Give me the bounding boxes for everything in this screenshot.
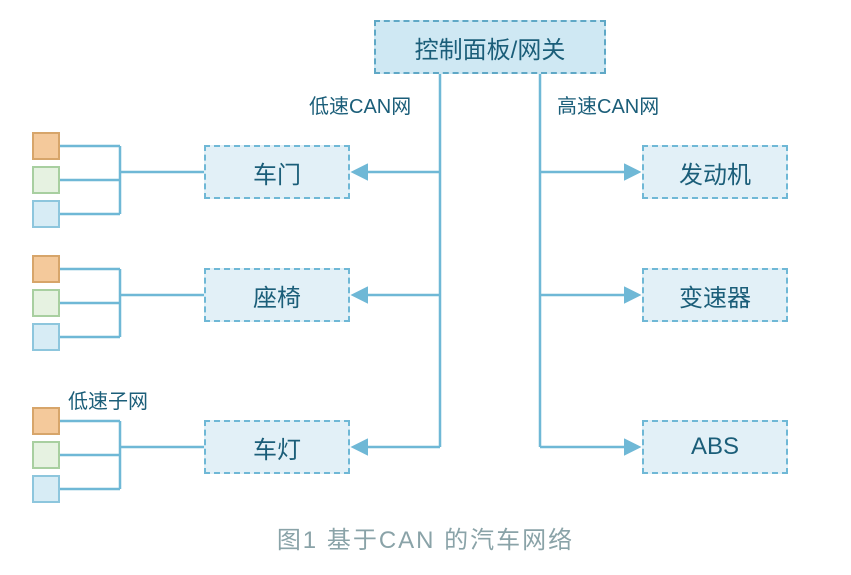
label-low_speed_can: 低速CAN网 (309, 90, 411, 119)
subnet-square-1-orange (32, 255, 60, 283)
subnet-square-2-green (32, 441, 60, 469)
label-high_speed_can: 高速CAN网 (557, 90, 659, 119)
node-lamp: 车灯 (204, 420, 350, 474)
subnet-square-0-green (32, 166, 60, 194)
node-door-label: 车门 (253, 155, 301, 190)
subnet-square-1-green (32, 289, 60, 317)
subnet-square-1-blue (32, 323, 60, 351)
node-gearbox-label: 变速器 (679, 278, 751, 313)
node-gearbox: 变速器 (642, 268, 788, 322)
label-low_speed_subnet: 低速子网 (68, 385, 148, 414)
figure-caption: 图1 基于CAN 的汽车网络 (0, 520, 851, 555)
node-gateway: 控制面板/网关 (374, 20, 606, 74)
node-door: 车门 (204, 145, 350, 199)
node-seat: 座椅 (204, 268, 350, 322)
subnet-square-0-blue (32, 200, 60, 228)
node-abs-label: ABS (691, 433, 739, 461)
node-engine-label: 发动机 (679, 155, 751, 190)
subnet-square-0-orange (32, 132, 60, 160)
diagram-stage: 控制面板/网关车门座椅车灯 发动机变速器 ABS 低速CAN网 高速CAN网低速子网图1… (0, 0, 851, 575)
node-gateway-label: 控制面板/网关 (415, 30, 566, 65)
subnet-square-2-orange (32, 407, 60, 435)
node-seat-label: 座椅 (253, 278, 301, 313)
node-abs: ABS (642, 420, 788, 474)
node-lamp-label: 车灯 (253, 430, 301, 465)
node-engine: 发动机 (642, 145, 788, 199)
subnet-square-2-blue (32, 475, 60, 503)
